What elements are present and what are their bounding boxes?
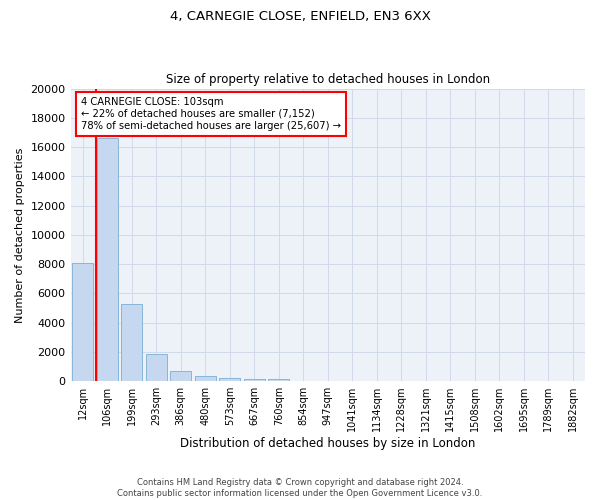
Bar bbox=[97, 138, 118, 381]
Title: Size of property relative to detached houses in London: Size of property relative to detached ho… bbox=[166, 73, 490, 86]
Bar bbox=[170, 371, 191, 381]
Y-axis label: Number of detached properties: Number of detached properties bbox=[15, 147, 25, 322]
Text: 4 CARNEGIE CLOSE: 103sqm
← 22% of detached houses are smaller (7,152)
78% of sem: 4 CARNEGIE CLOSE: 103sqm ← 22% of detach… bbox=[81, 98, 341, 130]
X-axis label: Distribution of detached houses by size in London: Distribution of detached houses by size … bbox=[180, 437, 475, 450]
Bar bbox=[195, 376, 215, 381]
Bar bbox=[244, 378, 265, 381]
Bar bbox=[73, 262, 93, 381]
Bar bbox=[146, 354, 167, 381]
Bar bbox=[220, 378, 240, 381]
Bar bbox=[268, 380, 289, 381]
Text: Contains HM Land Registry data © Crown copyright and database right 2024.
Contai: Contains HM Land Registry data © Crown c… bbox=[118, 478, 482, 498]
Text: 4, CARNEGIE CLOSE, ENFIELD, EN3 6XX: 4, CARNEGIE CLOSE, ENFIELD, EN3 6XX bbox=[170, 10, 430, 23]
Bar bbox=[121, 304, 142, 381]
